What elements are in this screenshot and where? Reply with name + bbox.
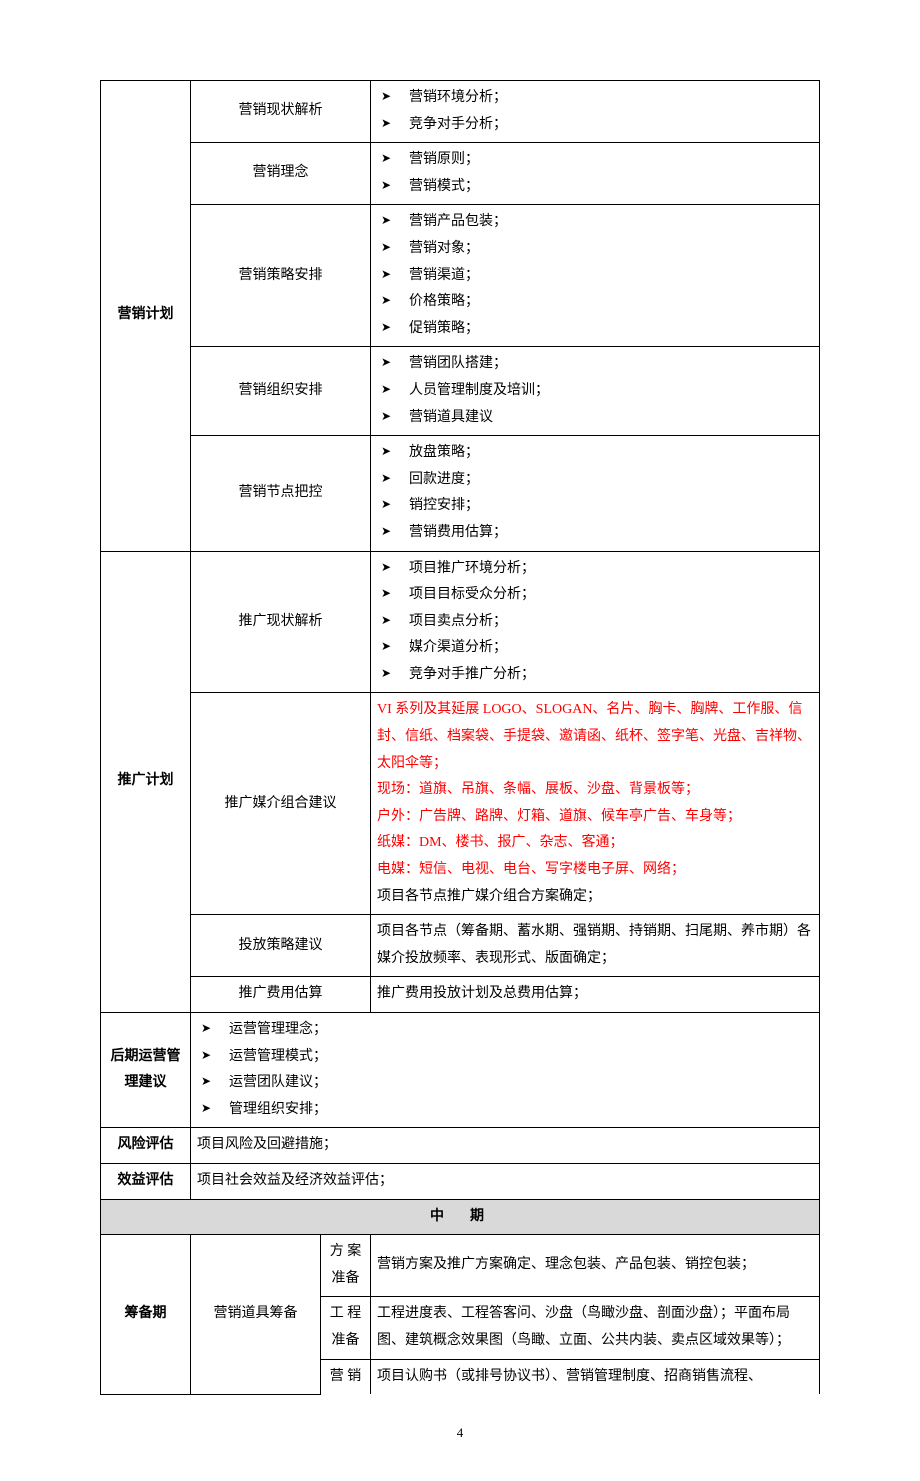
cell-promo-status-items: 项目推广环境分析； 项目目标受众分析； 项目卖点分析； 媒介渠道分析； 竞争对手… [371,551,820,693]
cell-risk: 风险评估 [101,1128,191,1164]
cell-promotion-plan: 推广计划 [101,551,191,1013]
list-item: 价格策略； [377,289,813,316]
red-text: 纸媒：DM、楼书、报广、杂志、客通； [377,830,813,857]
list-item: 运营管理理念； [197,1017,813,1044]
cell-org: 营销组织安排 [191,347,371,436]
bullet-list: 运营管理理念； 运营管理模式； 运营团队建议； 管理组织安排； [197,1017,813,1123]
cell-node-control: 营销节点把控 [191,436,371,551]
list-item: 销控安排； [377,493,813,520]
list-item: 运营管理模式； [197,1044,813,1071]
list-item: 项目推广环境分析； [377,556,813,583]
cell-promo-cost-text: 推广费用投放计划及总费用估算； [371,977,820,1013]
table-row: 营销理念 营销原则； 营销模式； [101,143,820,205]
list-item: 媒介渠道分析； [377,635,813,662]
cell-marketing-plan: 营销计划 [101,81,191,552]
list-item: 营销环境分析； [377,85,813,112]
table-row: 投放策略建议 项目各节点（筹备期、蓄水期、强销期、持销期、扫尾期、养市期）各媒介… [101,915,820,977]
list-item: 营销团队搭建； [377,351,813,378]
red-text: 现场：道旗、吊旗、条幅、展板、沙盘、背景板等； [377,777,813,804]
bullet-list: 项目推广环境分析； 项目目标受众分析； 项目卖点分析； 媒介渠道分析； 竞争对手… [377,556,813,689]
list-item: 运营团队建议； [197,1070,813,1097]
list-item: 营销渠道； [377,263,813,290]
bullet-list: 营销团队搭建； 人员管理制度及培训； 营销道具建议 [377,351,813,431]
table-row: 营销计划 营销现状解析 营销环境分析； 竞争对手分析； [101,81,820,143]
bullet-list: 营销环境分析； 竞争对手分析； [377,85,813,138]
list-item: 营销道具建议 [377,405,813,432]
table-row: 营销节点把控 放盘策略； 回款进度； 销控安排； 营销费用估算； [101,436,820,551]
black-text: 项目各节点推广媒介组合方案确定； [377,884,813,911]
table-row: 风险评估 项目风险及回避措施； [101,1128,820,1164]
cell-sales-prep-text: 项目认购书（或排号协议书）、营销管理制度、招商销售流程、 [371,1359,820,1394]
table-row: 营销组织安排 营销团队搭建； 人员管理制度及培训； 营销道具建议 [101,347,820,436]
table-row: 推广媒介组合建议 VI 系列及其延展 LOGO、SLOGAN、名片、胸卡、胸牌、… [101,693,820,915]
list-item: 营销对象； [377,236,813,263]
bullet-list: 营销原则； 营销模式； [377,147,813,200]
cell-concept: 营销理念 [191,143,371,205]
cell-media-combo-text: VI 系列及其延展 LOGO、SLOGAN、名片、胸卡、胸牌、工作服、信封、信纸… [371,693,820,915]
table-row: 推广费用估算 推广费用投放计划及总费用估算； [101,977,820,1013]
main-table: 营销计划 营销现状解析 营销环境分析； 竞争对手分析； 营销理念 营销原则； 营… [100,80,820,1395]
section-header-mid: 中 期 [101,1199,820,1235]
cell-media-combo: 推广媒介组合建议 [191,693,371,915]
cell-sales-prep: 营 销 [321,1359,371,1394]
page-number: 4 [100,1425,820,1441]
cell-placement-text: 项目各节点（筹备期、蓄水期、强销期、持销期、扫尾期、养市期）各媒介投放频率、表现… [371,915,820,977]
red-text: 户外：广告牌、路牌、灯箱、道旗、候车亭广告、车身等； [377,804,813,831]
table-row: 营销策略安排 营销产品包装； 营销对象； 营销渠道； 价格策略； 促销策略； [101,205,820,347]
table-row: 效益评估 项目社会效益及经济效益评估； [101,1163,820,1199]
cell-later-ops: 后期运营管理建议 [101,1013,191,1128]
table-row: 推广计划 推广现状解析 项目推广环境分析； 项目目标受众分析； 项目卖点分析； … [101,551,820,693]
red-text: VI 系列及其延展 LOGO、SLOGAN、名片、胸卡、胸牌、工作服、信封、信纸… [377,697,813,777]
cell-strategy: 营销策略安排 [191,205,371,347]
cell-placement-strategy: 投放策略建议 [191,915,371,977]
cell-node-items: 放盘策略； 回款进度； 销控安排； 营销费用估算； [371,436,820,551]
page: 营销计划 营销现状解析 营销环境分析； 竞争对手分析； 营销理念 营销原则； 营… [0,0,920,1481]
cell-promo-status: 推广现状解析 [191,551,371,693]
cell-eng-prep-text: 工程进度表、工程答客问、沙盘（鸟瞰沙盘、剖面沙盘）；平面布局图、建筑概念效果图（… [371,1297,820,1359]
list-item: 营销原则； [377,147,813,174]
list-item: 营销费用估算； [377,520,813,547]
list-item: 促销策略； [377,316,813,343]
list-item: 回款进度； [377,467,813,494]
list-item: 竞争对手推广分析； [377,662,813,689]
list-item: 竞争对手分析； [377,112,813,139]
cell-promo-cost: 推广费用估算 [191,977,371,1013]
cell-plan-prep: 方 案准备 [321,1235,371,1297]
list-item: 项目卖点分析； [377,609,813,636]
cell-risk-text: 项目风险及回避措施； [191,1128,820,1164]
table-row: 筹备期 营销道具筹备 方 案准备 营销方案及推广方案确定、理念包装、产品包装、销… [101,1235,820,1297]
list-item: 项目目标受众分析； [377,582,813,609]
cell-benefit: 效益评估 [101,1163,191,1199]
bullet-list: 放盘策略； 回款进度； 销控安排； 营销费用估算； [377,440,813,546]
cell-eng-prep: 工 程准备 [321,1297,371,1359]
cell-marketing-tools-prep: 营销道具筹备 [191,1235,321,1394]
bullet-list: 营销产品包装； 营销对象； 营销渠道； 价格策略； 促销策略； [377,209,813,342]
cell-benefit-text: 项目社会效益及经济效益评估； [191,1163,820,1199]
list-item: 放盘策略； [377,440,813,467]
cell-concept-items: 营销原则； 营销模式； [371,143,820,205]
cell-status-analysis: 营销现状解析 [191,81,371,143]
list-item: 营销模式； [377,174,813,201]
cell-org-items: 营销团队搭建； 人员管理制度及培训； 营销道具建议 [371,347,820,436]
cell-status-items: 营销环境分析； 竞争对手分析； [371,81,820,143]
cell-prep-period: 筹备期 [101,1235,191,1394]
red-text: 电媒：短信、电视、电台、写字楼电子屏、网络； [377,857,813,884]
cell-plan-prep-text: 营销方案及推广方案确定、理念包装、产品包装、销控包装； [371,1235,820,1297]
table-row: 后期运营管理建议 运营管理理念； 运营管理模式； 运营团队建议； 管理组织安排； [101,1013,820,1128]
list-item: 管理组织安排； [197,1097,813,1124]
list-item: 人员管理制度及培训； [377,378,813,405]
table-row: 中 期 [101,1199,820,1235]
list-item: 营销产品包装； [377,209,813,236]
cell-later-ops-items: 运营管理理念； 运营管理模式； 运营团队建议； 管理组织安排； [191,1013,820,1128]
cell-strategy-items: 营销产品包装； 营销对象； 营销渠道； 价格策略； 促销策略； [371,205,820,347]
